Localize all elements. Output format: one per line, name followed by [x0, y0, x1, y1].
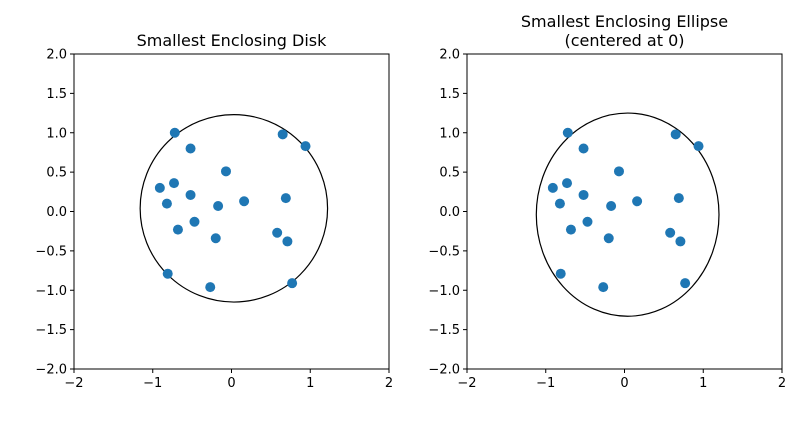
- y-tick-label: 0.0: [439, 205, 460, 220]
- data-point-15: [603, 233, 614, 244]
- data-point-19: [287, 278, 298, 289]
- data-point-13: [189, 216, 200, 227]
- x-tick-label: −2: [64, 376, 83, 391]
- data-point-4: [300, 141, 311, 152]
- x-tick-label: 2: [385, 376, 393, 391]
- chart-title-line-1: Smallest Enclosing Disk: [137, 31, 328, 50]
- x-tick-label: −2: [457, 376, 476, 391]
- data-point-1: [169, 127, 180, 138]
- data-point-8: [185, 189, 196, 200]
- y-tick-label: −1.0: [428, 284, 460, 299]
- data-point-2: [185, 143, 196, 154]
- x-tick-label: 0: [227, 376, 235, 391]
- enclosing-ellipse: [535, 112, 720, 317]
- data-point-16: [665, 227, 676, 238]
- y-tick-label: −2.0: [35, 363, 67, 378]
- chart-panel-ellipse: Smallest Enclosing Ellipse(centered at 0…: [428, 12, 786, 391]
- y-tick-label: 1.5: [439, 87, 460, 102]
- data-point-1: [562, 127, 573, 138]
- data-point-8: [578, 189, 589, 200]
- data-point-6: [154, 182, 165, 193]
- y-tick-label: 2.0: [439, 48, 460, 63]
- y-tick-label: −1.0: [35, 284, 67, 299]
- data-point-20: [205, 282, 216, 293]
- data-point-3: [670, 129, 681, 140]
- y-tick-label: −1.5: [35, 323, 67, 338]
- data-point-6: [547, 182, 558, 193]
- y-tick-label: 0.0: [46, 205, 67, 220]
- data-point-18: [162, 268, 173, 279]
- data-point-14: [565, 224, 576, 235]
- y-tick-label: 1.0: [439, 126, 460, 141]
- data-point-9: [161, 198, 172, 209]
- data-point-19: [680, 278, 691, 289]
- data-point-5: [220, 166, 231, 177]
- data-point-10: [606, 200, 617, 211]
- data-point-11: [239, 196, 250, 207]
- y-tick-label: −2.0: [428, 363, 460, 378]
- y-tick-label: 0.5: [46, 166, 67, 181]
- chart-panel-disk: Smallest Enclosing Disk −2 −1 0 1 2 −2.0 −1.5 −1…: [35, 31, 393, 391]
- data-point-3: [277, 129, 288, 140]
- data-point-17: [675, 236, 686, 247]
- data-point-16: [272, 227, 283, 238]
- chart-title-line-1: Smallest Enclosing Ellipse: [521, 12, 728, 31]
- x-tick-label: 2: [778, 376, 786, 391]
- x-tick-label: −1: [536, 376, 555, 391]
- data-point-7: [562, 178, 573, 189]
- x-tick-label: 0: [620, 376, 628, 391]
- data-point-17: [282, 236, 293, 247]
- data-point-11: [632, 196, 643, 207]
- data-point-18: [555, 268, 566, 279]
- enclosing-disk: [139, 114, 329, 303]
- y-tick-label: −0.5: [35, 244, 67, 259]
- data-point-20: [598, 282, 609, 293]
- y-tick-label: −0.5: [428, 244, 460, 259]
- y-tick-label: −1.5: [428, 323, 460, 338]
- x-tick-label: −1: [143, 376, 162, 391]
- data-point-5: [613, 166, 624, 177]
- y-tick-label: 0.5: [439, 166, 460, 181]
- data-point-10: [213, 200, 224, 211]
- y-tick-label: 1.0: [46, 126, 67, 141]
- y-tick-label: 2.0: [46, 48, 67, 63]
- data-point-13: [582, 216, 593, 227]
- x-tick-label: 1: [699, 376, 707, 391]
- chart-title-line-2: (centered at 0): [564, 31, 684, 50]
- data-point-12: [673, 193, 684, 204]
- data-point-9: [554, 198, 565, 209]
- x-tick-label: 1: [306, 376, 314, 391]
- data-point-14: [172, 224, 183, 235]
- data-point-15: [210, 233, 221, 244]
- y-tick-label: 1.5: [46, 87, 67, 102]
- data-point-2: [578, 143, 589, 154]
- data-point-7: [169, 178, 180, 189]
- data-point-4: [693, 141, 704, 152]
- data-point-12: [280, 193, 291, 204]
